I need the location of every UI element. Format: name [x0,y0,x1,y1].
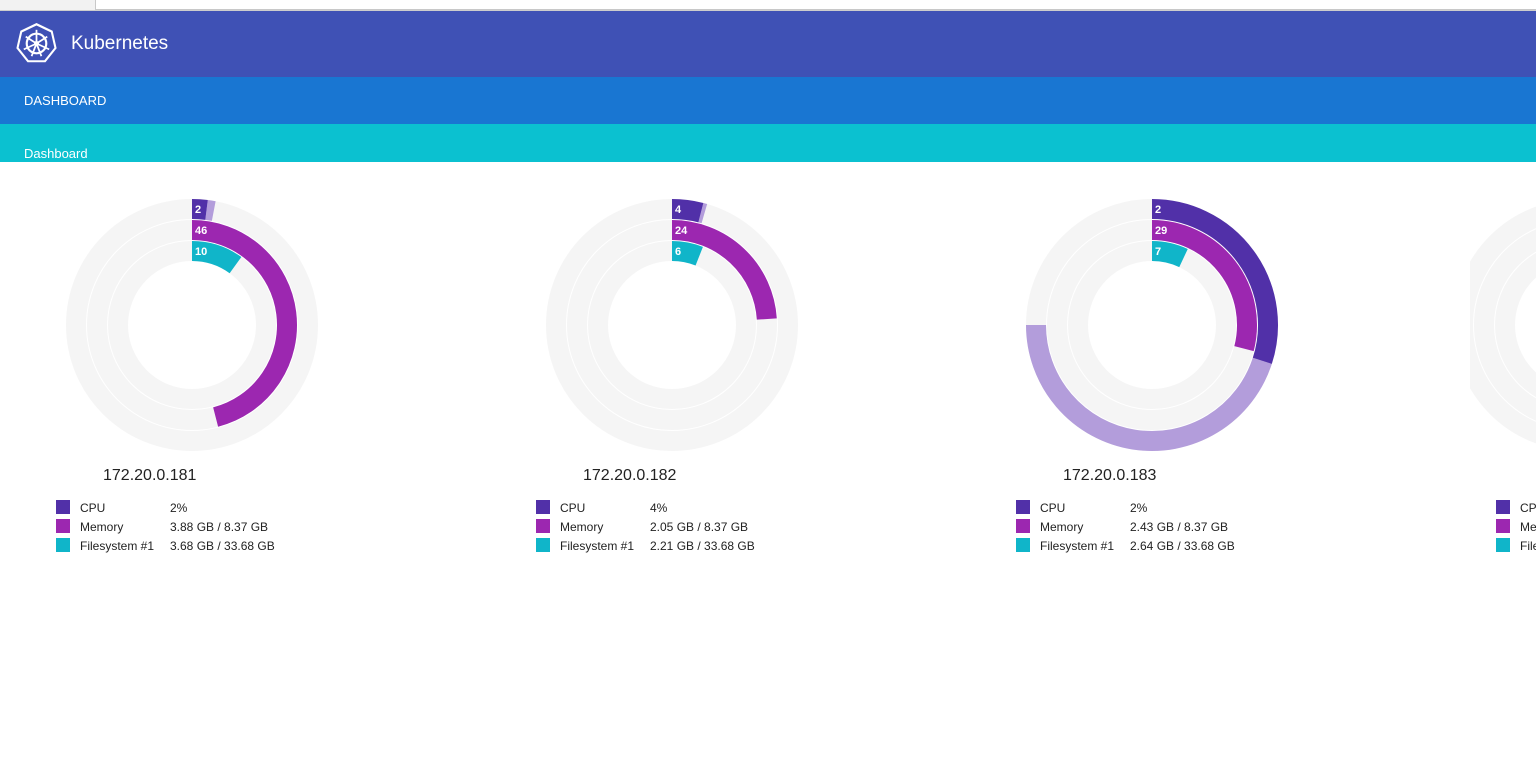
donut-value-label: 10 [195,246,207,258]
legend-row-filesystem: File [1496,537,1536,556]
breadcrumb-bar: Dashboard [0,124,1536,162]
legend-row-memory: Me [1496,518,1536,537]
legend-value: 2.64 GB / 33.68 GB [1130,539,1235,553]
cpu-arc [671,199,704,223]
app-header: Kubernetes [0,11,1536,77]
filesystem-legend-swatch [1016,538,1030,552]
app-title: Kubernetes [71,33,169,54]
host-legend: CPU 2% Memory 3.88 GB / 8.37 GB Filesyst… [56,499,330,556]
filesystem--arc [1151,241,1188,268]
donut-value-label: 7 [1155,246,1161,258]
host-ip-label: 172.20.0.181 [103,467,197,484]
host-usage-donut-chart: 2 29 7 [1026,199,1278,451]
browser-address-bar-strip [0,0,1536,11]
host-card: 2 46 10 172.20.0.181 CPU 2% Memory 3.88 GB… [30,190,330,570]
legend-name: CP [1520,501,1536,515]
memory-legend-swatch [1496,519,1510,533]
cpu-arc [1151,199,1278,364]
cpu-legend-swatch [1496,500,1510,514]
legend-name: Filesystem #1 [80,539,155,553]
legend-value: 2% [170,501,188,515]
filesystem--arc [191,241,242,274]
host-usage-donut-chart: 2 46 10 [66,199,318,451]
host-ip-label: 172.20.0.182 [583,467,677,484]
legend-row-filesystem: Filesystem #1 3.68 GB / 33.68 GB [56,537,330,556]
legend-row-filesystem: Filesystem #1 2.21 GB / 33.68 GB [536,537,810,556]
host-usage-donut-chart [1470,206,1536,444]
primary-nav: DASHBOARD [0,77,1536,124]
host-card: 4 24 6 172.20.0.182 CPU 4% Memory 2.05 GB … [510,190,810,570]
legend-value: 4% [650,501,668,515]
legend-value: 3.68 GB / 33.68 GB [170,539,275,553]
host-card-partial: CP Me File [1470,190,1536,570]
browser-url-field[interactable] [95,0,1536,10]
legend-row-memory: Memory 2.43 GB / 8.37 GB [1016,518,1290,537]
legend-name: CPU [80,501,106,515]
legend-value: 2.05 GB / 8.37 GB [650,520,749,534]
legend-value: 2.21 GB / 33.68 GB [650,539,755,553]
donut-value-label: 2 [195,204,201,216]
legend-row-cpu: CP [1496,499,1536,518]
donut-track [1495,252,1536,398]
legend-value: 2.43 GB / 8.37 GB [1130,520,1229,534]
host-legend: CPU 4% Memory 2.05 GB / 8.37 GB Filesyst… [536,499,810,556]
cpu-limit-arc [1026,324,1272,451]
legend-name: Memory [80,520,124,534]
legend-row-memory: Memory 2.05 GB / 8.37 GB [536,518,810,537]
cpu-legend-swatch [1016,500,1030,514]
donut-value-label: 24 [675,225,688,237]
legend-name: Filesystem #1 [560,539,635,553]
donut-track [588,241,756,409]
donut-track [1068,241,1236,409]
legend-name: Memory [1040,520,1084,534]
legend-name: Me [1520,520,1536,534]
legend-row-cpu: CPU 2% [1016,499,1290,518]
memory-arc [671,220,777,320]
host-legend: CPU 2% Memory 2.43 GB / 8.37 GB Filesyst… [1016,499,1290,556]
legend-name: File [1520,539,1536,553]
legend-row-filesystem: Filesystem #1 2.64 GB / 33.68 GB [1016,537,1290,556]
nav-dashboard-link[interactable]: DASHBOARD [24,93,107,108]
memory-legend-swatch [56,519,70,533]
host-legend: CP Me File [1496,499,1536,556]
host-ip-label: 172.20.0.183 [1063,467,1157,484]
legend-name: Memory [560,520,604,534]
cpu-arc [191,199,208,220]
legend-value: 2% [1130,501,1148,515]
cpu-limit-arc [698,202,708,224]
memory-legend-swatch [1016,519,1030,533]
cpu-legend-swatch [536,500,550,514]
breadcrumb-dashboard: Dashboard [24,146,88,161]
donut-track [108,241,276,409]
donut-value-label: 29 [1155,225,1167,237]
donut-value-label: 4 [675,204,682,216]
kubernetes-helm-icon[interactable] [15,22,58,65]
legend-row-cpu: CPU 4% [536,499,810,518]
legend-name: CPU [1040,501,1066,515]
memory-arc [191,220,297,427]
legend-value: 3.88 GB / 8.37 GB [170,520,269,534]
filesystem-legend-swatch [56,538,70,552]
filesystem--arc [671,241,703,266]
donut-value-label: 2 [1155,204,1161,216]
host-card: 2 29 7 172.20.0.183 CPU 2% Memory 2.43 GB … [990,190,1290,570]
cpu-limit-arc [205,199,216,221]
memory-legend-swatch [536,519,550,533]
donut-value-label: 46 [195,225,207,237]
donut-value-label: 6 [675,246,681,258]
cpu-legend-swatch [56,500,70,514]
legend-row-cpu: CPU 2% [56,499,330,518]
legend-name: Filesystem #1 [1040,539,1115,553]
legend-row-memory: Memory 3.88 GB / 8.37 GB [56,518,330,537]
memory-arc [1151,220,1257,352]
donut-track [1474,229,1536,421]
host-usage-donut-chart: 4 24 6 [546,199,798,451]
filesystem-legend-swatch [536,538,550,552]
legend-name: CPU [560,501,586,515]
filesystem-legend-swatch [1496,538,1510,552]
